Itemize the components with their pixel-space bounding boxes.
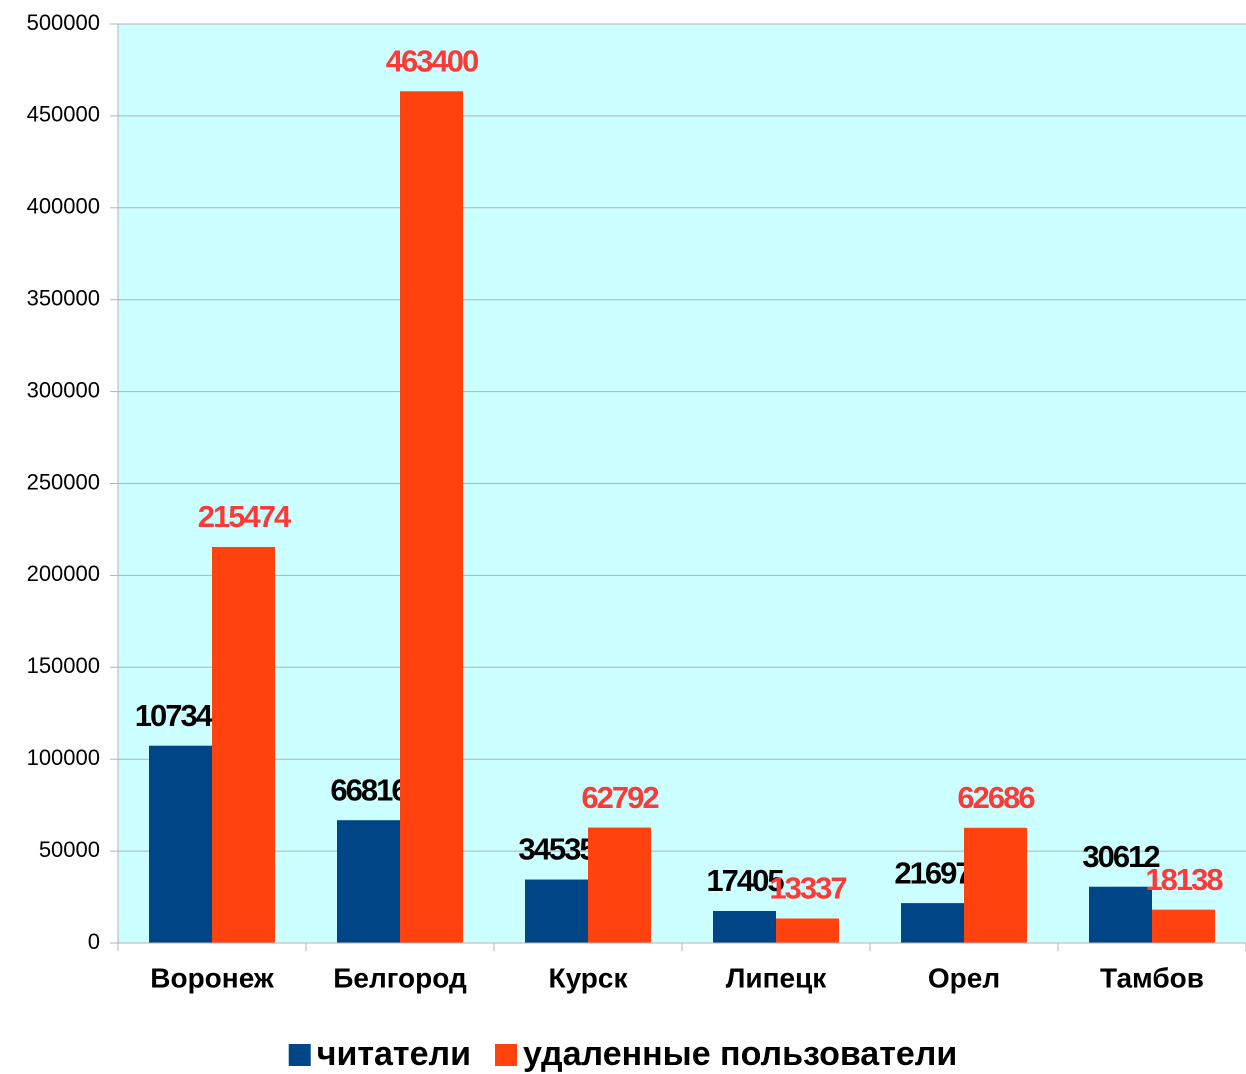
y-tick-label: 0 [88,929,100,954]
value-label: 13337 [769,871,846,906]
value-label: 463400 [386,43,478,78]
x-tick-label: Тамбов [1100,962,1204,993]
y-tick-label: 100000 [27,745,100,770]
legend-label: удаленные пользователи [523,1035,957,1073]
value-label: 30612 [1082,839,1159,874]
bar [776,918,839,943]
value-label: 215474 [198,499,292,534]
value-label: 62792 [581,780,658,815]
x-tick-label: Орел [928,962,1000,993]
bar [588,827,651,943]
bar [525,879,588,943]
value-label: 66816 [330,772,408,807]
bar [337,820,400,943]
value-label: 21697 [894,855,971,890]
y-tick-label: 350000 [27,286,100,311]
y-tick-label: 450000 [27,102,100,127]
y-tick-label: 300000 [27,377,100,402]
bar [149,745,212,943]
x-tick-label: Курск [549,962,629,993]
legend-swatch [288,1044,311,1066]
x-tick-label: Липецк [726,962,828,993]
y-tick-label: 500000 [27,10,100,35]
bar [1089,886,1152,943]
x-tick-label: Воронеж [150,962,275,993]
bar [964,827,1027,943]
y-tick-label: 250000 [27,469,100,494]
bar [400,91,463,943]
bar [212,546,275,943]
bar [901,903,964,943]
x-tick-label: Белгород [333,962,467,993]
value-label: 17405 [706,863,784,898]
value-label: 34535 [518,832,596,867]
y-tick-label: 50000 [39,837,100,862]
y-tick-label: 200000 [27,561,100,586]
y-tick-label: 400000 [27,194,100,219]
value-label: 18138 [1145,862,1223,897]
y-tick-label: 150000 [27,653,100,678]
legend-swatch [494,1044,517,1066]
legend-label: читатели [317,1035,471,1073]
value-label: 62686 [957,780,1035,815]
bar [713,911,776,943]
bar [1152,909,1215,943]
